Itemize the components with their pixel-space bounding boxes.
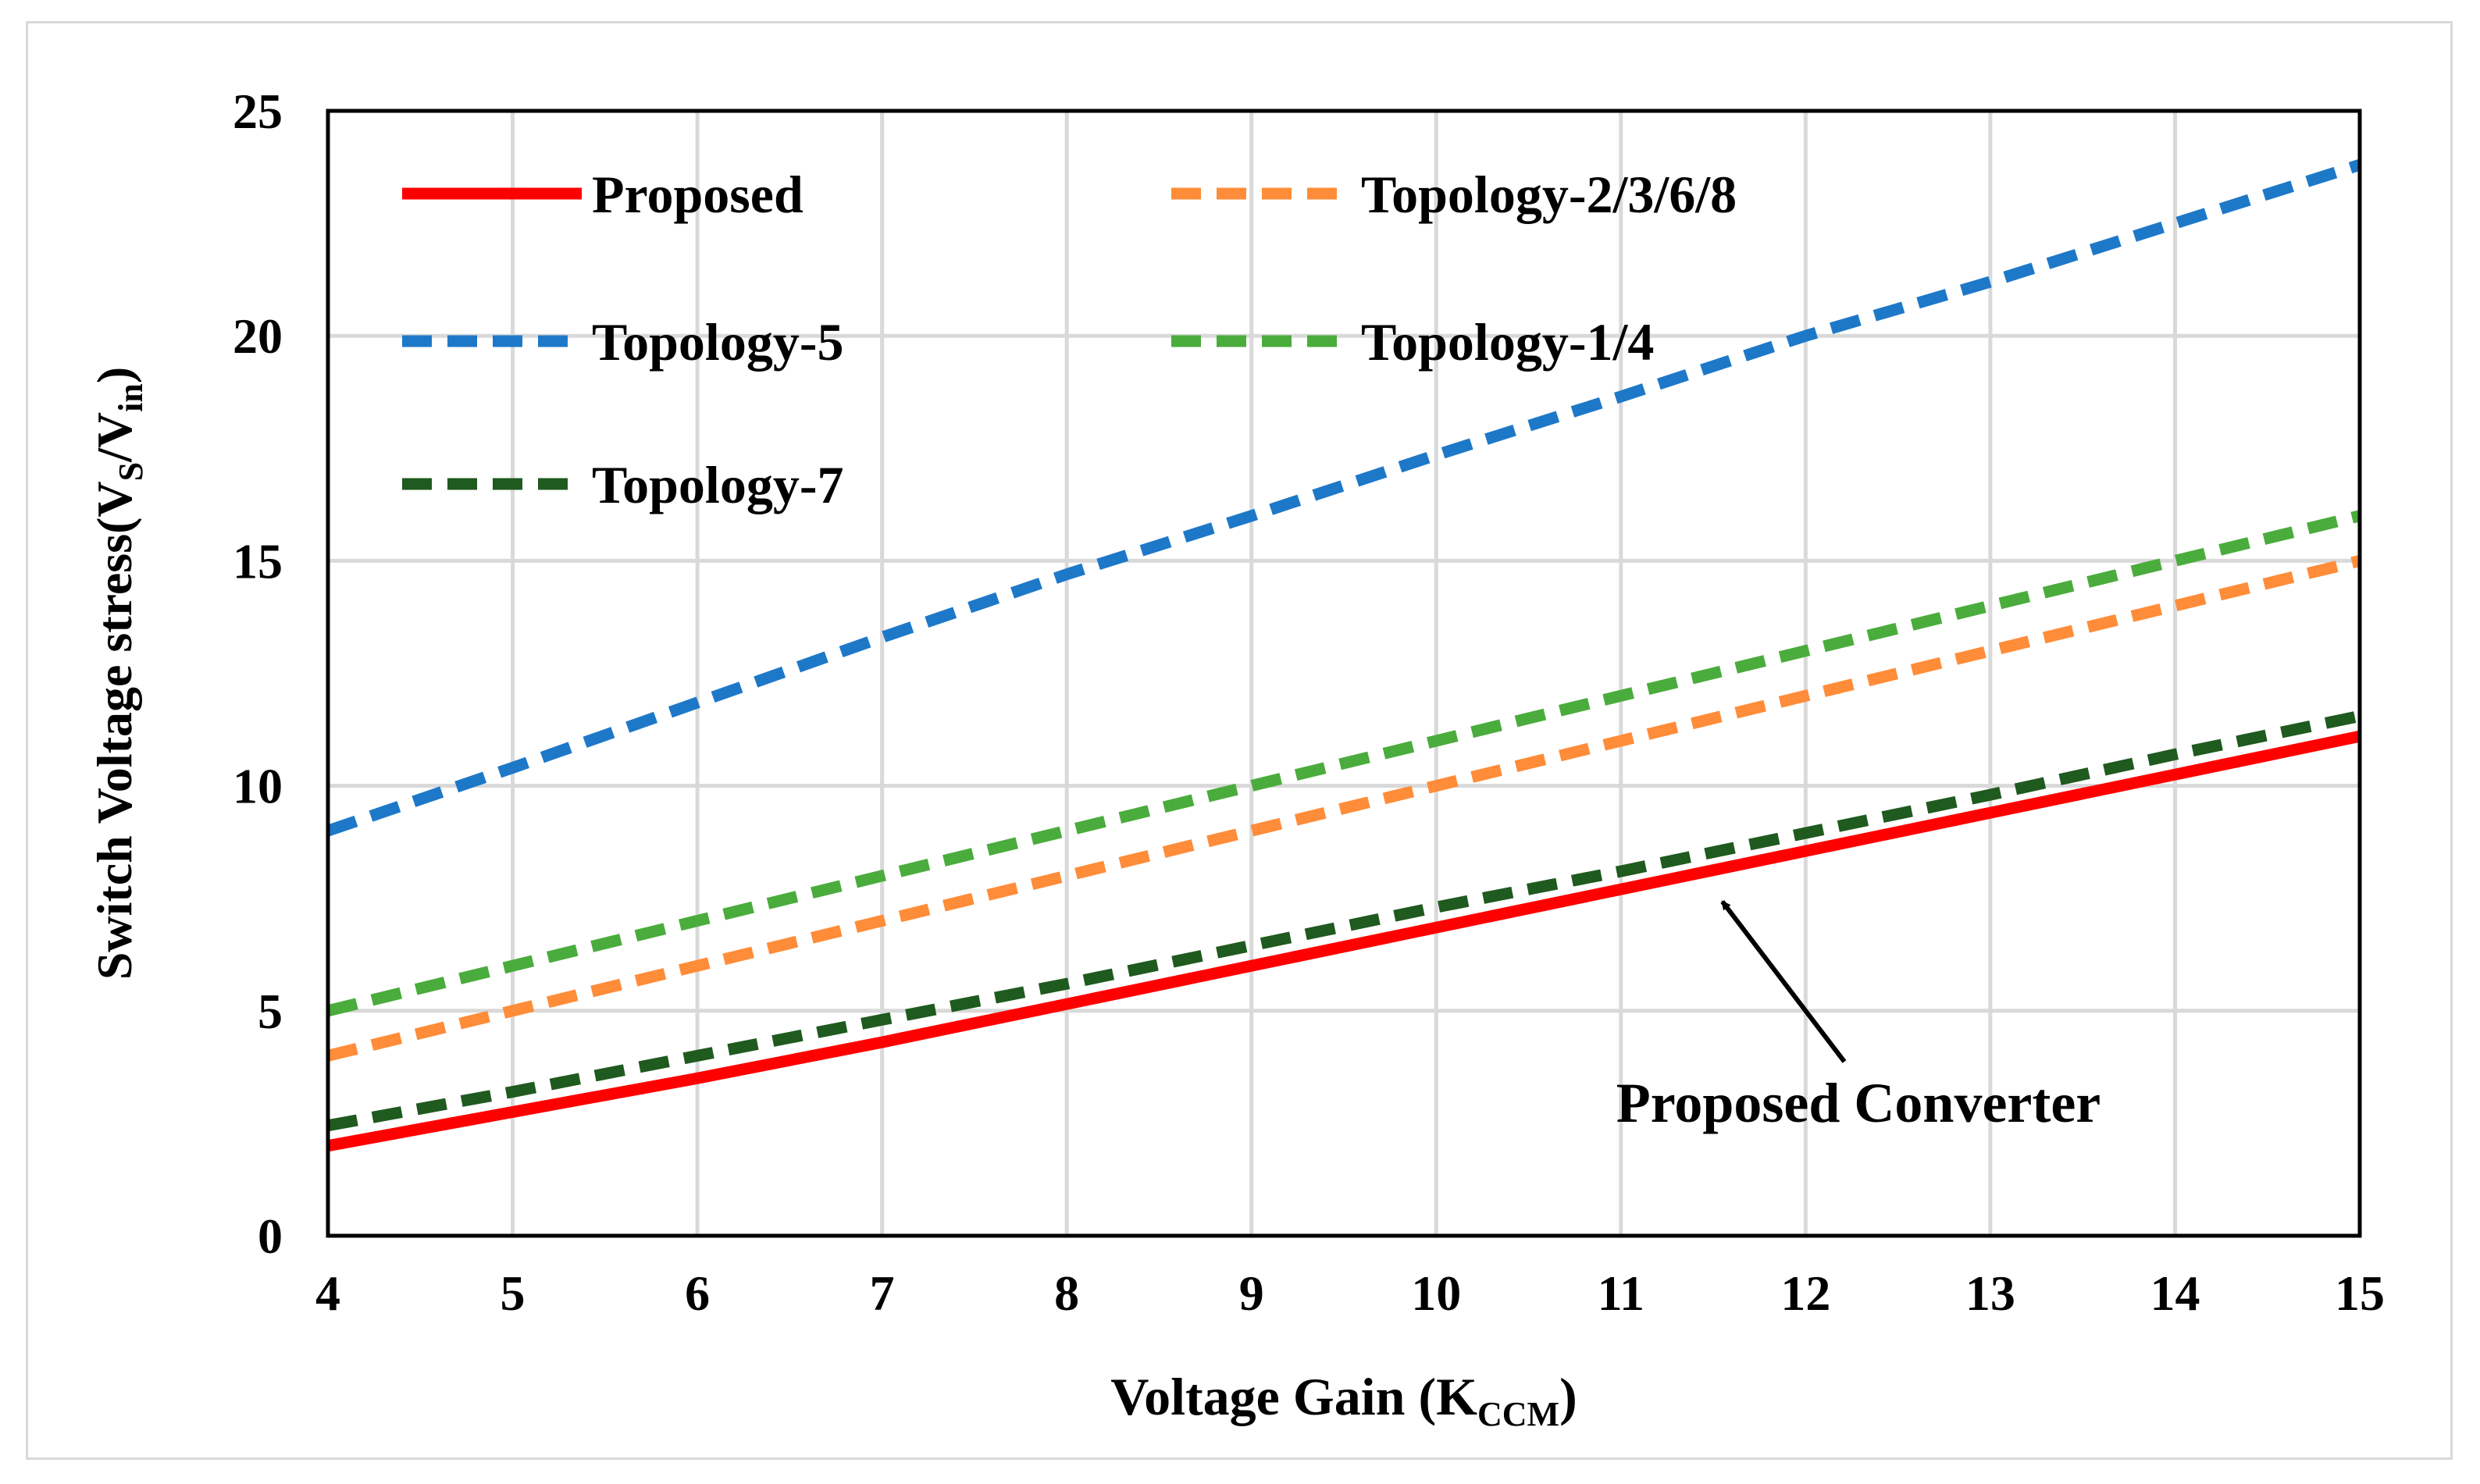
legend-label-topology-5: Topology-5 [592, 312, 843, 372]
y-tick-label: 5 [258, 984, 283, 1039]
x-tick-label: 15 [2335, 1265, 2385, 1321]
x-tick-label: 8 [1054, 1265, 1079, 1321]
y-tick-label: 15 [233, 533, 283, 589]
series-line-topology-2-3-6-8 [326, 555, 2361, 1062]
legend-label-topology-1-4: Topology-1/4 [1361, 312, 1654, 372]
series-line-topology-7 [326, 710, 2361, 1132]
series-line-topology-5 [326, 159, 2362, 837]
gridlines [326, 109, 2362, 1238]
plot-area-border [326, 109, 2362, 1238]
x-tick-label: 4 [315, 1265, 340, 1321]
series-lines [326, 159, 2362, 1152]
legend-label-proposed: Proposed [592, 165, 804, 224]
legend-label-topology-7: Topology-7 [592, 455, 843, 514]
x-tick-label: 7 [870, 1265, 895, 1321]
legend: Proposed Topology-2/3/6/8 Topology-5 Topolo… [402, 165, 1737, 514]
annotation-arrow [1720, 900, 1847, 1063]
x-tick-label: 11 [1598, 1265, 1644, 1321]
x-tick-label: 5 [501, 1265, 526, 1321]
series-line-topology-1-4 [326, 510, 2361, 1017]
y-tick-label: 0 [258, 1208, 283, 1264]
y-tick-label: 20 [233, 308, 283, 364]
x-axis-label: Voltage Gain (KCCM) [1110, 1367, 1577, 1433]
x-tick-label: 9 [1239, 1265, 1264, 1321]
y-tick-label: 10 [233, 759, 283, 814]
annotation-proposed-converter: Proposed Converter [1616, 1072, 2101, 1134]
x-tick-label: 6 [685, 1265, 710, 1321]
x-tick-label: 10 [1411, 1265, 1461, 1321]
tick-labels: 4 5 6 7 8 9 10 11 12 13 14 15 0 5 10 15 20 25 [233, 84, 2385, 1321]
x-tick-label: 13 [1965, 1265, 2015, 1321]
series-line-proposed [326, 730, 2361, 1152]
y-axis-label: Switch Voltage stress(VS/Vin) [87, 367, 150, 980]
y-tick-label: 25 [233, 84, 283, 139]
x-tick-label: 12 [1780, 1265, 1830, 1321]
x-tick-label: 14 [2150, 1265, 2200, 1321]
legend-label-topology-2-3-6-8: Topology-2/3/6/8 [1361, 165, 1737, 224]
